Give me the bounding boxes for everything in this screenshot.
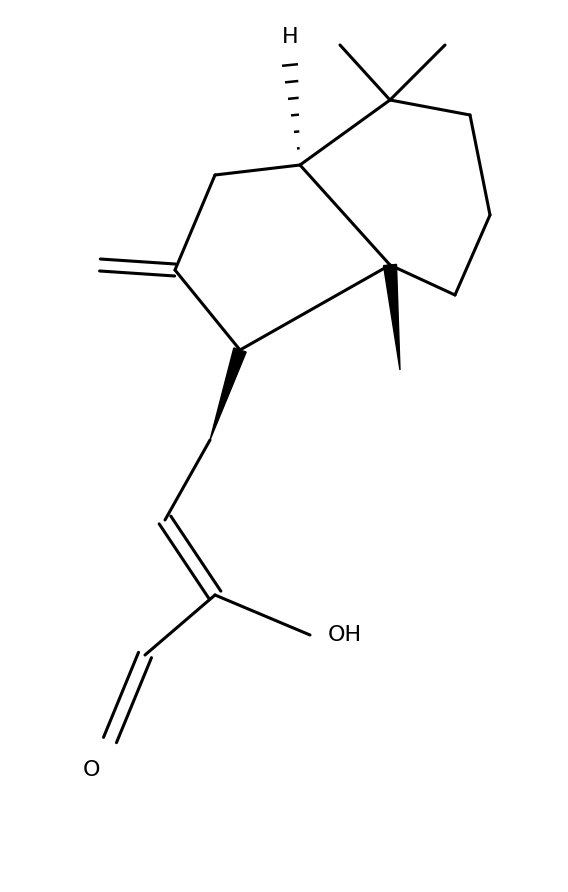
Polygon shape [383, 264, 400, 370]
Text: H: H [282, 27, 298, 47]
Text: OH: OH [328, 625, 362, 645]
Text: O: O [83, 760, 101, 780]
Polygon shape [210, 348, 246, 440]
